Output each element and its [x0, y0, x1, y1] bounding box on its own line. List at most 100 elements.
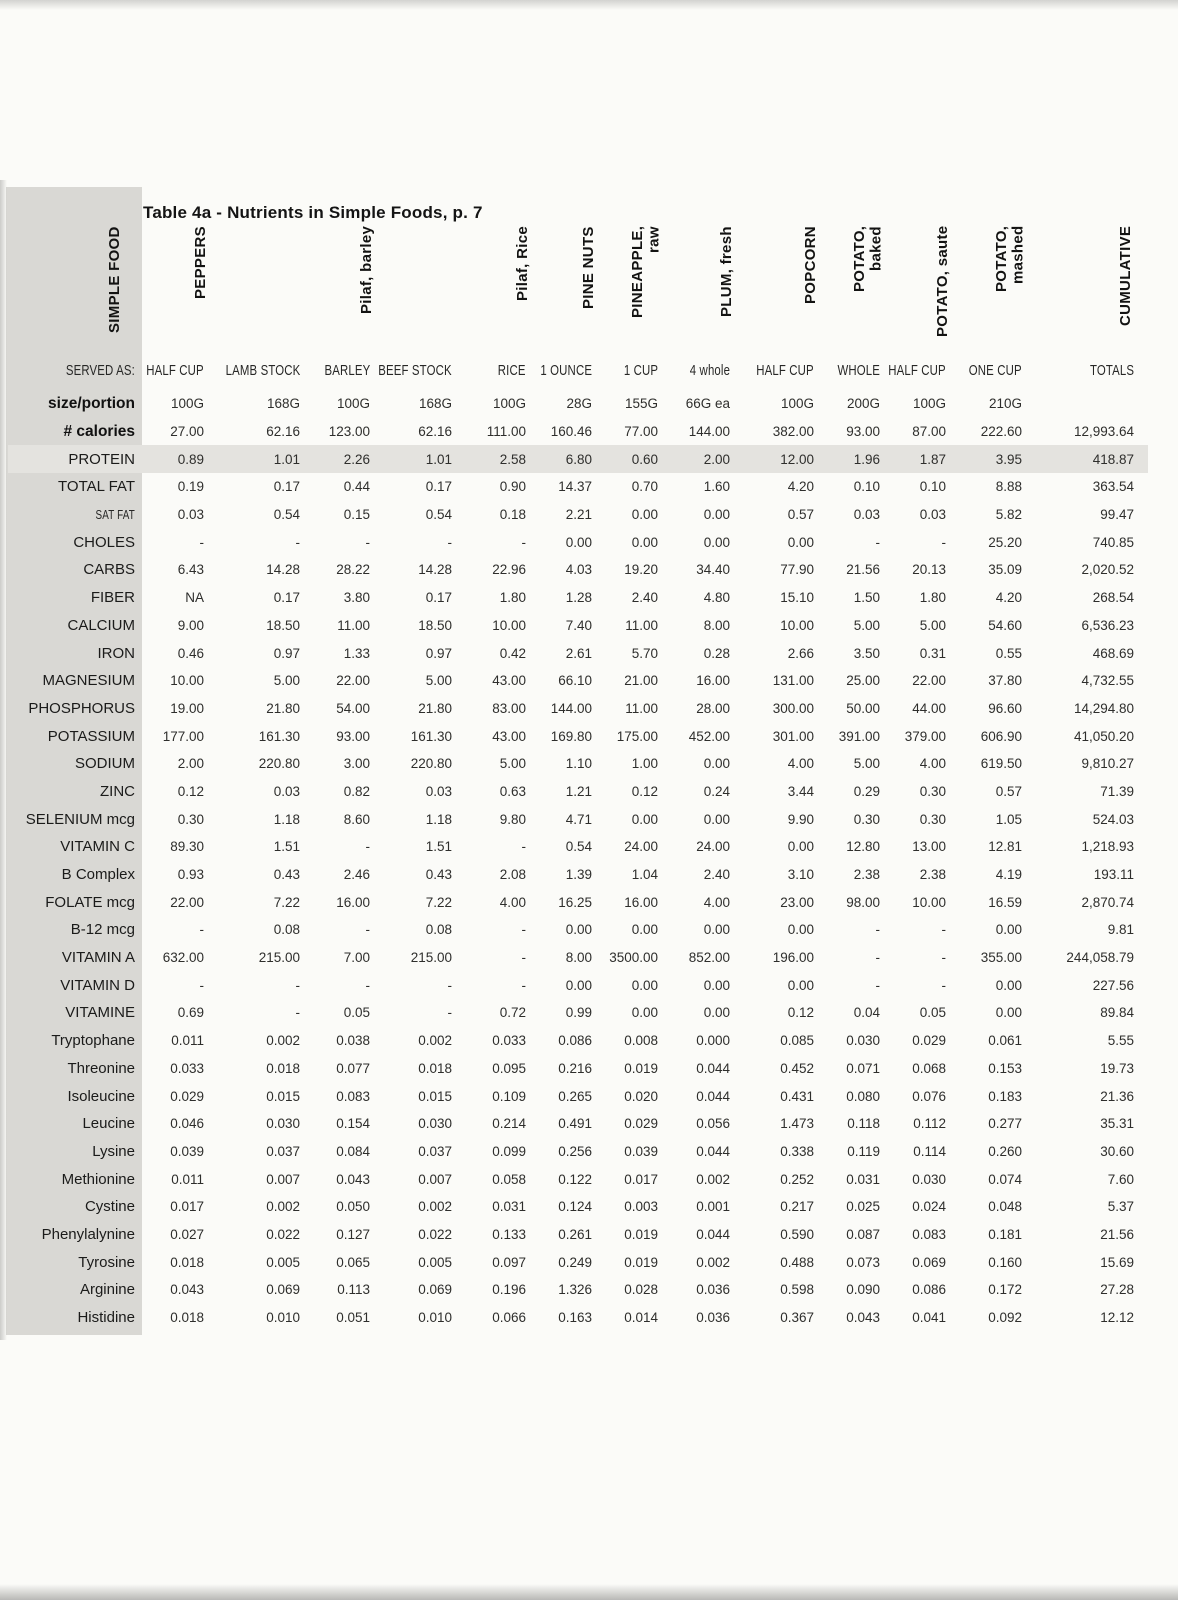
- value-cell-text: 363.54: [1092, 479, 1134, 495]
- value-cell-text: 1.05: [995, 811, 1022, 827]
- value-cell: 468.69: [1032, 639, 1148, 667]
- value-cell: 382.00: [740, 418, 824, 446]
- row-label-26: Leucine: [8, 1110, 140, 1138]
- value-cell-text: 0.133: [492, 1226, 526, 1242]
- value-cell: 452.00: [668, 722, 740, 750]
- value-cell: 0.28: [668, 639, 740, 667]
- value-cell-text: 524.03: [1092, 811, 1134, 827]
- value-cell-text: 0.30: [177, 811, 204, 827]
- value-cell-text: 0.083: [912, 1226, 946, 1242]
- value-cell: 740.85: [1032, 528, 1148, 556]
- row-label-7: FIBER: [8, 584, 140, 612]
- value-cell: 37.80: [956, 667, 1032, 695]
- value-cell-text: 0.196: [492, 1282, 526, 1298]
- value-cell: 25.20: [956, 528, 1032, 556]
- value-cell: 155G: [602, 390, 668, 418]
- value-cell: 4.00: [668, 888, 740, 916]
- value-cell-text: -: [875, 534, 881, 550]
- value-cell: 1.51: [214, 833, 310, 861]
- value-cell: 2.38: [890, 861, 956, 889]
- value-cell: 0.57: [956, 778, 1032, 806]
- value-cell: 0.080: [824, 1082, 890, 1110]
- row-label-20-text: VITAMIN A: [61, 949, 135, 967]
- value-cell-text: 2.00: [703, 451, 730, 467]
- row-label-30-text: Phenylalynine: [41, 1225, 135, 1243]
- value-cell-text: 30.60: [1100, 1143, 1134, 1159]
- value-cell-text: 0.005: [418, 1254, 452, 1270]
- value-cell: 1.28: [536, 584, 602, 612]
- value-cell-text: 100G: [492, 396, 526, 412]
- value-cell: 168G: [380, 390, 462, 418]
- value-cell-text: 0.57: [995, 783, 1022, 799]
- value-cell-text: 0.043: [336, 1171, 370, 1187]
- value-cell-text: 0.99: [565, 1005, 592, 1021]
- value-cell: 418.87: [1032, 445, 1148, 474]
- value-cell: 0.011: [140, 1027, 214, 1055]
- value-cell: 98.00: [824, 888, 890, 916]
- row-label-22: VITAMINE: [8, 999, 140, 1027]
- value-cell-text: 0.03: [177, 507, 204, 523]
- value-cell-text: 20.13: [912, 562, 946, 578]
- value-cell: 0.00: [536, 971, 602, 999]
- value-cell: 1.50: [824, 584, 890, 612]
- value-cell-text: 0.029: [170, 1088, 204, 1104]
- value-cell-text: 0.114: [913, 1143, 946, 1159]
- value-cell-text: 5.00: [425, 673, 452, 689]
- value-cell: 3.95: [956, 445, 1032, 474]
- value-cell: 0.039: [140, 1138, 214, 1166]
- row-label-17-text: B Complex: [61, 866, 135, 884]
- value-cell: 100G: [140, 390, 214, 418]
- value-cell: 0.113: [310, 1276, 380, 1304]
- value-cell-text: 71.39: [1100, 783, 1134, 799]
- value-cell: 2.66: [740, 639, 824, 667]
- value-cell: 0.018: [214, 1055, 310, 1083]
- value-cell: 0.05: [310, 999, 380, 1027]
- col-header-pine-nuts: PINE NUTS: [536, 187, 602, 356]
- served-as-0-text: HALF CUP: [146, 362, 204, 379]
- value-cell: 0.93: [140, 861, 214, 889]
- value-cell: 0.119: [824, 1138, 890, 1166]
- row-label-18-text: FOLATE mcg: [45, 893, 135, 911]
- value-cell-text: 8.00: [703, 617, 730, 633]
- value-cell-text: 1.51: [273, 839, 300, 855]
- value-cell-text: 1.28: [565, 590, 592, 606]
- value-cell: 0.030: [824, 1027, 890, 1055]
- value-cell: 1,218.93: [1032, 833, 1148, 861]
- value-cell: 0.55: [956, 639, 1032, 667]
- value-cell-text: 0.002: [696, 1171, 730, 1187]
- value-cell-text: 4.20: [787, 479, 814, 495]
- value-cell: 16.25: [536, 888, 602, 916]
- value-cell-text: 5.55: [1107, 1033, 1134, 1049]
- value-cell: 9.81: [1032, 916, 1148, 944]
- value-cell-text: 2.00: [177, 756, 204, 772]
- value-cell-text: 3.10: [787, 867, 814, 883]
- value-cell-text: 22.00: [336, 673, 370, 689]
- value-cell-text: 24.00: [624, 839, 658, 855]
- value-cell-text: 0.002: [266, 1033, 300, 1049]
- value-cell: 0.82: [310, 778, 380, 806]
- value-cell-text: 0.93: [177, 867, 204, 883]
- col-header-popcorn-text: POPCORN: [801, 226, 819, 304]
- value-cell-text: 1.326: [558, 1282, 592, 1298]
- value-cell-text: 852.00: [688, 950, 730, 966]
- value-cell-text: 6,536.23: [1081, 617, 1134, 633]
- value-cell-text: -: [295, 534, 301, 550]
- value-cell-text: 1.473: [780, 1116, 814, 1132]
- value-cell-text: 0.00: [703, 977, 730, 993]
- value-cell: 2.40: [668, 861, 740, 889]
- value-cell-text: 0.89: [177, 451, 204, 467]
- value-cell: 54.60: [956, 612, 1032, 640]
- value-cell-text: 0.005: [266, 1254, 300, 1270]
- value-cell-text: 14.28: [418, 562, 452, 578]
- value-cell-text: 0.00: [703, 922, 730, 938]
- value-cell: 5.00: [380, 667, 462, 695]
- value-cell: 0.022: [380, 1221, 462, 1249]
- value-cell-text: 144.00: [688, 424, 730, 440]
- value-cell: 77.90: [740, 556, 824, 584]
- value-cell-text: 0.044: [696, 1226, 730, 1242]
- value-cell: -: [824, 944, 890, 972]
- value-cell-text: 100G: [170, 396, 204, 412]
- value-cell: 3.80: [310, 584, 380, 612]
- value-cell-text: 0.72: [499, 1005, 526, 1021]
- value-cell: 0.044: [668, 1082, 740, 1110]
